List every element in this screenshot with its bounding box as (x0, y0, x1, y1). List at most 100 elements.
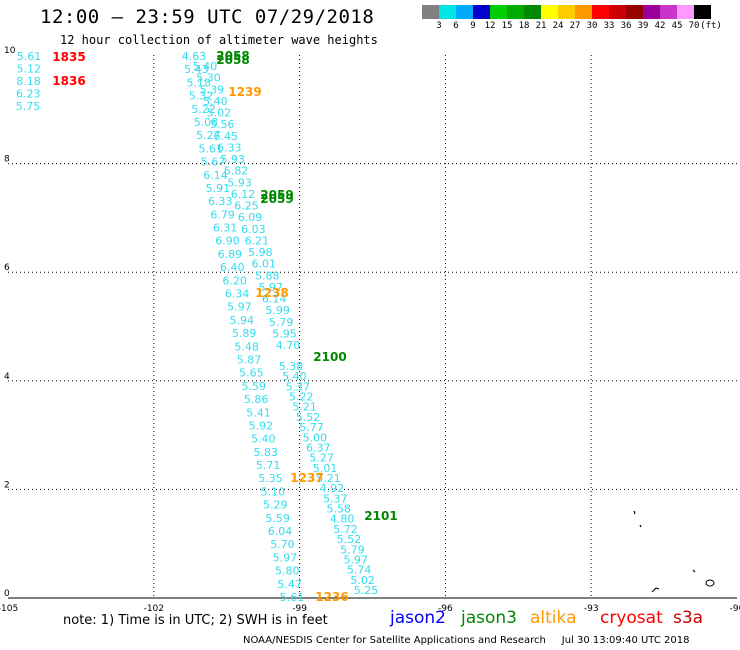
swh-value-right: 5.97 (344, 553, 369, 566)
swh-value-left: 6.90 (215, 235, 240, 248)
color-swatch (677, 5, 694, 19)
color-swatch (524, 5, 541, 19)
color-swatch (626, 5, 643, 19)
swh-value-middle: 6.01 (252, 258, 277, 271)
swh-value-right: 5.01 (313, 462, 338, 475)
x-tick-label: -96 (438, 604, 453, 614)
swh-value-right: 5.37 (286, 380, 311, 393)
swh-value-middle: 6.12 (231, 188, 256, 201)
island-shape (705, 579, 715, 587)
altimeter-tracks: 5.615.128.186.235.754.635.435.185.325.22… (16, 50, 379, 604)
pass-time-stamp: 2059 (260, 192, 293, 206)
color-swatch (643, 5, 660, 19)
color-legend (422, 5, 711, 19)
color-swatch (541, 5, 558, 19)
map-subtitle: 12 hour collection of altimeter wave hei… (60, 33, 378, 47)
swh-value-left: 5.22 (191, 103, 216, 116)
swh-value-left: 6.20 (222, 274, 247, 287)
y-tick-label: 6 (4, 263, 10, 273)
swh-value-left: 5.59 (242, 380, 267, 393)
cryosat-swh-value: 6.23 (16, 88, 41, 101)
y-tick-label: 2 (4, 480, 10, 490)
swh-value-left: 5.67 (201, 156, 226, 169)
swh-value-right: 5.00 (303, 431, 328, 444)
color-legend-label: 36 (620, 21, 632, 31)
swh-value-left: 6.89 (218, 248, 243, 261)
pass-time-stamp: 1237 (290, 471, 323, 485)
swh-value-middle: 5.79 (269, 316, 294, 329)
swh-value-middle: 6.03 (241, 223, 266, 236)
swh-value-middle: 5.40 (193, 60, 218, 73)
y-tick-label: 4 (4, 372, 10, 382)
swh-value-left: 6.40 (220, 261, 245, 274)
swh-value-middle: 5.97 (258, 281, 283, 294)
cryosat-swh-value: 5.61 (17, 50, 42, 63)
swh-value-left: 5.29 (263, 499, 288, 512)
swh-value-middle: 5.40 (203, 95, 228, 108)
swh-value-middle: 4.70 (276, 339, 301, 352)
swh-value-left: 6.34 (225, 288, 250, 301)
x-tick-label: -90 (730, 604, 740, 614)
pass-time-stamp: 1239 (228, 85, 261, 99)
swh-value-right: 4.80 (330, 513, 355, 526)
x-tick-label: -102 (144, 604, 164, 614)
color-legend-label: 30 (586, 21, 598, 31)
island-shape (639, 524, 642, 528)
swh-value-right: 5.52 (337, 533, 362, 546)
map-title: 12:00 – 23:59 UTC 07/29/2018 (40, 6, 375, 28)
color-legend-label: 3 (436, 21, 442, 31)
island-shape (633, 510, 636, 515)
color-legend-label: 70 (688, 21, 700, 31)
swh-value-left: 5.08 (194, 116, 219, 129)
swh-value-left: 5.71 (256, 459, 281, 472)
color-swatch (473, 5, 490, 19)
swh-value-middle: 5.02 (207, 107, 232, 120)
color-swatch (507, 5, 524, 19)
pass-time-stamp: 1836 (52, 74, 85, 88)
swh-value-middle: 5.93 (227, 176, 252, 189)
swh-value-middle: 5.30 (196, 72, 221, 85)
swh-value-left: 5.70 (270, 538, 295, 551)
color-swatch (694, 5, 711, 19)
swh-value-left: 6.31 (213, 222, 238, 235)
color-legend-label: 18 (518, 21, 530, 31)
swh-value-middle: 5.93 (220, 153, 245, 166)
color-legend-label: (ft) (700, 21, 722, 31)
swh-value-left: 5.65 (239, 367, 264, 380)
cryosat-swh-value: 8.18 (16, 75, 41, 88)
pass-time-stamp: 2058 (216, 53, 249, 67)
swh-value-left: 5.10 (261, 485, 286, 498)
color-legend-label: 21 (535, 21, 547, 31)
island-outlines (633, 510, 715, 593)
swh-value-middle: 5.99 (265, 304, 290, 317)
color-legend-label: 15 (501, 21, 513, 31)
swh-value-left: 5.59 (265, 512, 290, 525)
swh-value-left: 5.97 (273, 551, 298, 564)
color-legend-label: 42 (654, 21, 666, 31)
color-swatch (456, 5, 473, 19)
swh-value-left: 4.63 (182, 50, 207, 63)
swh-value-right: 5.22 (289, 391, 314, 404)
lat-lon-grid (8, 55, 737, 598)
island-shape (692, 569, 696, 573)
swh-value-left: 5.94 (230, 314, 255, 327)
swh-value-middle: 6.25 (234, 200, 259, 213)
swh-value-left: 5.32 (189, 90, 214, 103)
satellite-legend-cryosat: cryosat (600, 608, 663, 628)
swh-value-middle: 5.98 (248, 246, 273, 259)
color-swatch (609, 5, 626, 19)
cryosat-swh-value: 5.12 (17, 63, 42, 76)
color-legend-label: 33 (603, 21, 615, 31)
axis-ticks: -105 -102 -99 -96 -93 -90 0 2 4 6 8 10 (0, 46, 740, 614)
satellite-legend-jason3: jason3 (461, 608, 517, 628)
swh-value-middle: 6.21 (245, 234, 270, 247)
pass-time-stamp: 2058 (216, 49, 249, 63)
swh-value-left: 5.48 (234, 340, 259, 353)
satellite-legend-s3a: s3a (673, 608, 704, 628)
swh-value-right: 5.72 (333, 523, 358, 536)
swh-value-left: 5.27 (196, 129, 221, 142)
y-tick-label: 8 (4, 155, 10, 165)
color-swatch (490, 5, 507, 19)
pass-time-stamp: 2100 (313, 350, 346, 364)
